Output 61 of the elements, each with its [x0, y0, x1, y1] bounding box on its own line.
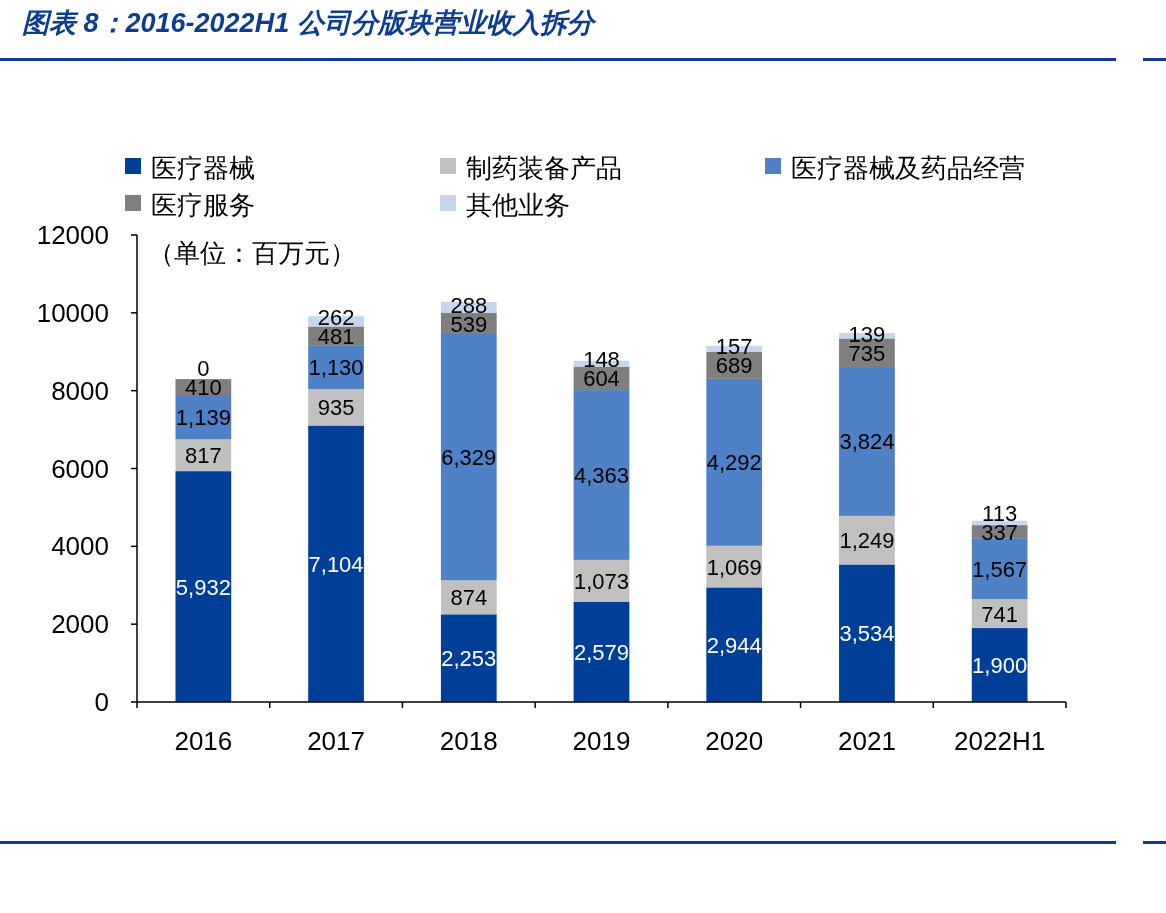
- data-label: 689: [715, 353, 753, 379]
- x-tick-label: 2018: [439, 726, 498, 756]
- y-tick-label: 2000: [51, 609, 109, 640]
- legend-label: 医疗器械及药品经营: [791, 153, 1025, 183]
- bar: [839, 367, 895, 516]
- y-tick-label: 6000: [51, 453, 109, 484]
- bar: [440, 614, 497, 702]
- legend-label: 医疗服务: [151, 190, 255, 220]
- data-label: 1,139: [175, 405, 231, 431]
- annotation: （单位：百万元）: [148, 238, 356, 268]
- data-label: 741: [981, 601, 1018, 627]
- data-label: 288: [450, 292, 488, 318]
- legend-label: 其他业务: [466, 190, 570, 220]
- data-label: 262: [317, 304, 355, 330]
- data-label: 6,329: [441, 445, 497, 471]
- data-label: 874: [450, 585, 488, 611]
- data-label: 1,069: [706, 554, 762, 580]
- data-label: 817: [185, 443, 222, 469]
- y-tick-label: 12000: [36, 220, 109, 250]
- data-label: 113: [982, 500, 1018, 526]
- bar: [175, 471, 232, 702]
- data-label: 2,944: [706, 632, 762, 658]
- data-label: 139: [848, 321, 886, 347]
- data-label: 3,534: [839, 621, 895, 647]
- bar: [440, 334, 497, 581]
- bar: [573, 390, 630, 560]
- bar: [971, 520, 1028, 526]
- y-tick-label: 4000: [51, 531, 109, 562]
- x-tick-label: 2019: [572, 726, 631, 756]
- data-label: 2,579: [573, 639, 630, 665]
- y-tick-label: 0: [94, 687, 109, 717]
- x-tick-label: 2021: [838, 726, 896, 756]
- data-label: 604: [583, 366, 620, 392]
- bar: [971, 628, 1028, 702]
- bar: [839, 564, 895, 702]
- legend-label: 制药装备产品: [466, 153, 622, 183]
- legend-label: 医疗器械: [151, 153, 255, 183]
- data-label: 3,824: [839, 429, 895, 455]
- data-label: 1,567: [972, 556, 1028, 582]
- bar: [706, 378, 763, 546]
- data-label: 4,292: [706, 450, 762, 476]
- y-tick-label: 8000: [51, 375, 109, 406]
- data-label: 1,073: [573, 568, 630, 594]
- data-label: 4,363: [573, 462, 630, 488]
- data-label: 1,130: [308, 355, 364, 381]
- data-label: 935: [317, 395, 355, 421]
- data-label: 410: [185, 375, 222, 401]
- x-tick-label: 2016: [174, 726, 233, 756]
- chart-title: 图表 8：2016-2022H1 公司分版块营业收入拆分: [22, 8, 597, 38]
- data-label: 1,249: [839, 528, 895, 554]
- data-label: 1,900: [972, 653, 1028, 679]
- x-tick-label: 2017: [307, 726, 365, 756]
- data-label: 7,104: [308, 551, 364, 577]
- x-tick-label: 2020: [705, 726, 764, 756]
- data-label: 5,932: [175, 574, 231, 600]
- y-tick-label: 10000: [36, 297, 109, 328]
- bar: [706, 587, 763, 702]
- x-tick-label: 2022H1: [954, 726, 1046, 756]
- bar: [573, 601, 630, 702]
- bar: [308, 425, 364, 702]
- data-label: 2,253: [441, 646, 497, 672]
